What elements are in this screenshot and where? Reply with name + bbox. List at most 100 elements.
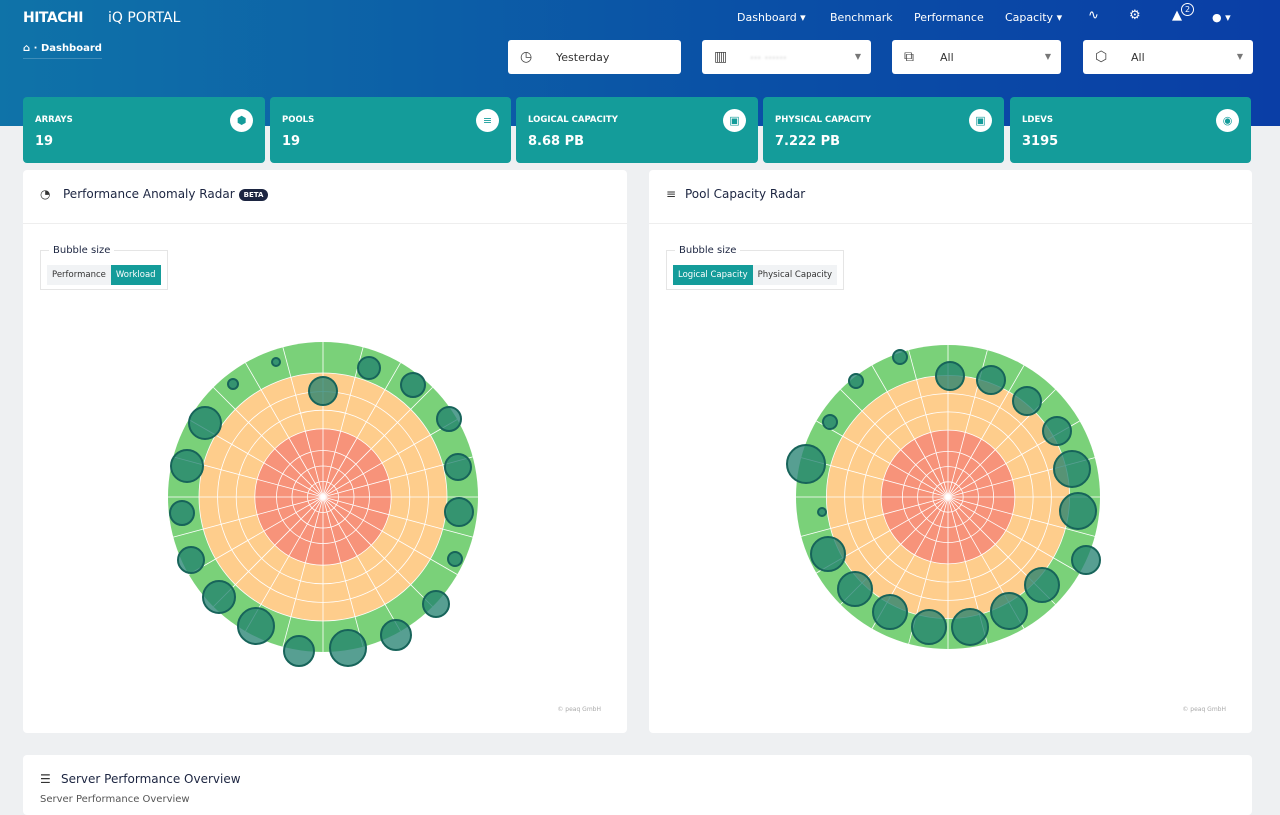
- title-text: Performance Anomaly Radar: [63, 187, 235, 201]
- bubble[interactable]: [400, 372, 426, 398]
- nav-dashboard[interactable]: Dashboard ▾: [737, 11, 806, 24]
- bubble[interactable]: [169, 500, 195, 526]
- bubble[interactable]: [1071, 545, 1101, 575]
- iq-portal-logo[interactable]: iQ PORTAL: [108, 10, 181, 26]
- bubble[interactable]: [170, 449, 204, 483]
- bubble[interactable]: [935, 361, 965, 391]
- gears-icon[interactable]: ⚙: [1129, 8, 1141, 23]
- hierarchy-icon: ⧉: [904, 49, 914, 65]
- grid-spoke: [213, 387, 324, 498]
- stat-physical-capacity[interactable]: PHYSICAL CAPACITY 7.222 PB ▣: [763, 97, 1004, 163]
- grid-spoke: [245, 362, 324, 498]
- performance-anomaly-radar-card: ◔ Performance Anomaly Radar BETA Bubble s…: [23, 170, 627, 733]
- stat-label: POOLS: [282, 115, 315, 125]
- card-title: Pool Capacity Radar: [685, 187, 806, 201]
- stat-arrays[interactable]: ARRAYS 19 ⬢: [23, 97, 265, 163]
- gauge-icon: ◔: [40, 187, 51, 201]
- grid-spoke: [908, 350, 949, 498]
- storage-icon: ▣: [969, 109, 992, 132]
- bubble-size-label: Bubble size: [49, 245, 115, 256]
- bubble[interactable]: [202, 580, 236, 614]
- divider: [649, 223, 1252, 224]
- bubble[interactable]: [976, 365, 1006, 395]
- alert-icon[interactable]: ▲: [1172, 8, 1182, 23]
- time-value: Yesterday: [556, 50, 610, 64]
- performance-toggle[interactable]: Performance: [47, 265, 111, 285]
- bubble[interactable]: [892, 349, 908, 365]
- bubble[interactable]: [1042, 416, 1072, 446]
- logical-capacity-toggle[interactable]: Logical Capacity: [673, 265, 753, 285]
- grid-spoke: [871, 365, 949, 498]
- bubble[interactable]: [177, 546, 205, 574]
- bubble[interactable]: [444, 497, 474, 527]
- bubble[interactable]: [188, 406, 222, 440]
- site-select[interactable]: ▥ ⋯ ⋯⋯ ▼: [702, 40, 871, 74]
- bubble[interactable]: [1012, 386, 1042, 416]
- breadcrumb: ⌂ · Dashboard: [23, 43, 102, 59]
- pool-radar-chart: [786, 345, 1101, 649]
- grid-spoke: [322, 496, 473, 538]
- workload-toggle[interactable]: Workload: [110, 265, 161, 285]
- bubble[interactable]: [1059, 492, 1097, 530]
- copyright: © peaq GmbH: [1182, 706, 1226, 713]
- bubble[interactable]: [872, 594, 908, 630]
- bubble[interactable]: [271, 357, 281, 367]
- bubble[interactable]: [308, 376, 338, 406]
- user-menu-icon[interactable]: ● ▾: [1212, 11, 1231, 24]
- grid-spoke: [188, 496, 324, 575]
- bubble[interactable]: [911, 609, 947, 645]
- physical-capacity-toggle[interactable]: Physical Capacity: [752, 265, 838, 285]
- stat-value: 19: [35, 134, 54, 149]
- bubble[interactable]: [810, 536, 846, 572]
- grid-spoke: [322, 347, 364, 498]
- stat-pools[interactable]: POOLS 19 ≡: [270, 97, 511, 163]
- database-icon: ≡: [476, 109, 499, 132]
- breadcrumb-current[interactable]: Dashboard: [40, 43, 102, 54]
- grid-spoke: [801, 496, 949, 537]
- site-value: ⋯ ⋯⋯: [750, 50, 787, 64]
- bubble[interactable]: [237, 607, 275, 645]
- bubble[interactable]: [1024, 567, 1060, 603]
- array-value: All: [1131, 50, 1145, 64]
- grid-spoke: [322, 496, 401, 632]
- bubble[interactable]: [357, 356, 381, 380]
- group-select[interactable]: ⧉ All ▼: [892, 40, 1061, 74]
- bubble[interactable]: [283, 635, 315, 667]
- bubble[interactable]: [227, 378, 239, 390]
- nav-benchmark[interactable]: Benchmark: [830, 11, 893, 24]
- bubble[interactable]: [837, 571, 873, 607]
- grid-spoke: [322, 496, 433, 607]
- bubble[interactable]: [447, 551, 463, 567]
- stat-logical-capacity[interactable]: LOGICAL CAPACITY 8.68 PB ▣: [516, 97, 758, 163]
- storage-icon: ▣: [723, 109, 746, 132]
- stat-label: LDEVS: [1022, 115, 1053, 125]
- bubble[interactable]: [380, 619, 412, 651]
- bubble[interactable]: [990, 592, 1028, 630]
- bubble[interactable]: [848, 373, 864, 389]
- grid-spoke: [322, 496, 458, 575]
- home-icon[interactable]: ⌂: [23, 43, 31, 54]
- nav-performance[interactable]: Performance: [914, 11, 984, 24]
- caret-icon: ▼: [854, 52, 861, 61]
- divider: [23, 223, 627, 224]
- bubble-size-control: Bubble size Logical Capacity Physical Cap…: [666, 245, 845, 290]
- bubble[interactable]: [786, 444, 826, 484]
- stat-ldevs[interactable]: LDEVS 3195 ◉: [1010, 97, 1251, 163]
- bubble[interactable]: [444, 453, 472, 481]
- grid-spoke: [816, 420, 949, 498]
- activity-icon[interactable]: ∿: [1088, 8, 1099, 23]
- time-select[interactable]: ◷ Yesterday: [508, 40, 681, 74]
- bubble[interactable]: [329, 629, 367, 667]
- array-select[interactable]: ⬡ All ▼: [1083, 40, 1253, 74]
- bubble[interactable]: [817, 507, 827, 517]
- bubble[interactable]: [822, 414, 838, 430]
- nav-capacity[interactable]: Capacity ▾: [1005, 11, 1063, 24]
- bubble[interactable]: [1053, 450, 1091, 488]
- stat-label: ARRAYS: [35, 115, 73, 125]
- grid-spoke: [322, 387, 433, 498]
- stat-value: 7.222 PB: [775, 134, 841, 149]
- bubble[interactable]: [951, 608, 989, 646]
- pool-capacity-radar-card: ≡ Pool Capacity Radar Bubble size Logica…: [649, 170, 1252, 733]
- bubble[interactable]: [436, 406, 462, 432]
- bubble[interactable]: [422, 590, 450, 618]
